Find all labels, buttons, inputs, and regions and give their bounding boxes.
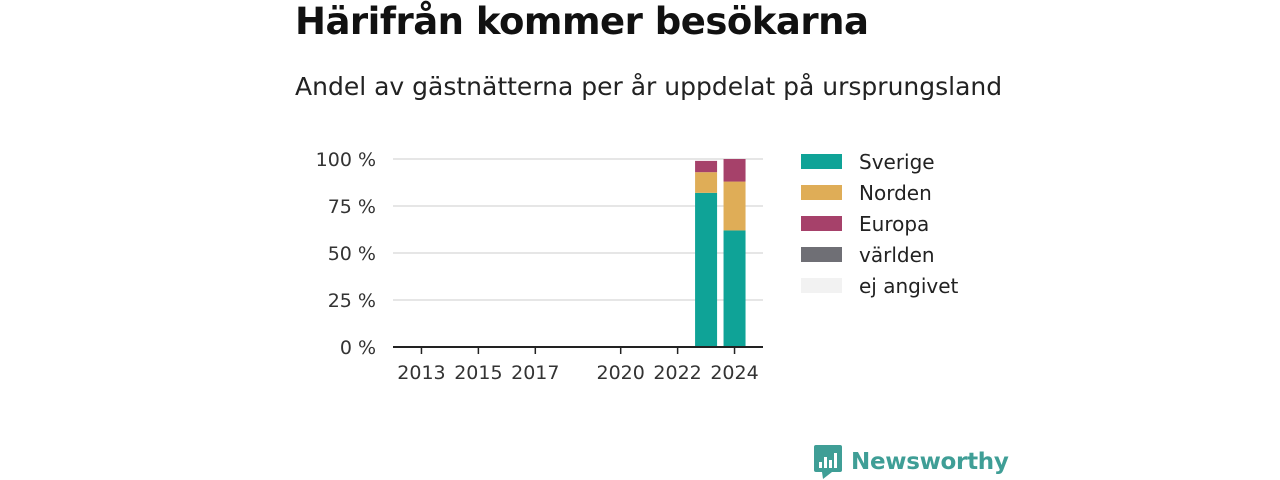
legend-label: Norden [859,180,932,205]
bar-norden-2024 [723,181,746,231]
newsworthy-logo-text: Newsworthy [851,449,1009,475]
legend-label: ej angivet [859,273,959,298]
bar-europa-2023 [695,160,718,173]
x-tick-label: 2020 [597,362,645,384]
x-tick-label: 2022 [653,362,701,384]
legend-label: Europa [859,211,930,236]
x-tick-label: 2015 [454,362,502,384]
x-tick-label: 2013 [397,362,445,384]
x-tick-label: 2017 [511,362,559,384]
bar-sverige-2023 [695,192,718,347]
legend-swatch [801,216,842,231]
y-tick-label: 100 % [316,149,376,171]
y-tick-label: 75 % [328,196,376,218]
legend-swatch [801,247,842,262]
legend-label: Sverige [859,149,935,174]
x-tick-label: 2024 [710,362,758,384]
legend-swatch [801,185,842,200]
chart-legend: Sverige Norden Europa världen ej angivet [801,146,958,301]
legend-swatch [801,278,842,293]
chart-subtitle: Andel av gästnätterna per år uppdelat på… [295,72,1003,101]
newsworthy-logo-icon [814,445,842,479]
chart-title: Härifrån kommer besökarna [295,0,869,43]
legend-label: världen [859,242,935,267]
newsworthy-logo: Newsworthy [814,445,1009,479]
bar-europa-2024 [723,159,746,182]
legend-item: Europa [801,208,958,239]
bar-norden-2023 [695,172,718,193]
legend-item: ej angivet [801,270,958,301]
bar-sverige-2024 [723,230,746,347]
legend-item: Sverige [801,146,958,177]
legend-swatch [801,154,842,169]
legend-item: Norden [801,177,958,208]
y-tick-label: 25 % [328,290,376,312]
y-tick-label: 50 % [328,243,376,265]
legend-item: världen [801,239,958,270]
y-tick-label: 0 % [340,337,376,359]
